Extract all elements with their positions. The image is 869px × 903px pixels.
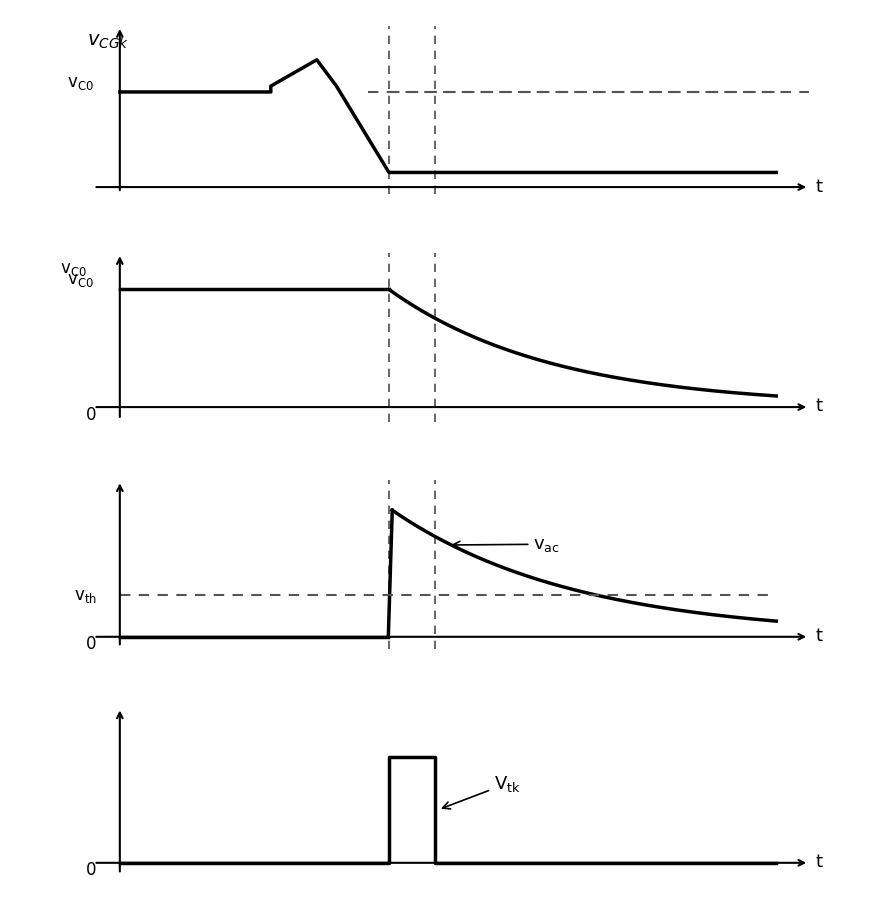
Text: 0: 0 — [86, 634, 96, 652]
Text: $\mathregular{v_{th}}$: $\mathregular{v_{th}}$ — [74, 586, 96, 604]
Text: $\mathregular{v_{ac}}$: $\mathregular{v_{ac}}$ — [452, 535, 560, 554]
Text: $v_{CGk}$: $v_{CGk}$ — [87, 32, 129, 51]
Text: t: t — [815, 852, 822, 870]
Text: $\mathregular{v_{C0}}$: $\mathregular{v_{C0}}$ — [67, 73, 94, 91]
Text: t: t — [815, 177, 822, 195]
Text: t: t — [815, 396, 822, 414]
Text: $\mathregular{v_{C0}}$: $\mathregular{v_{C0}}$ — [67, 270, 94, 288]
Text: 0: 0 — [86, 861, 96, 879]
Text: $\mathregular{V_{tk}}$: $\mathregular{V_{tk}}$ — [442, 774, 521, 809]
Text: $\mathregular{v_{C0}}$: $\mathregular{v_{C0}}$ — [60, 259, 87, 277]
Text: t: t — [815, 627, 822, 645]
Text: 0: 0 — [86, 405, 96, 424]
